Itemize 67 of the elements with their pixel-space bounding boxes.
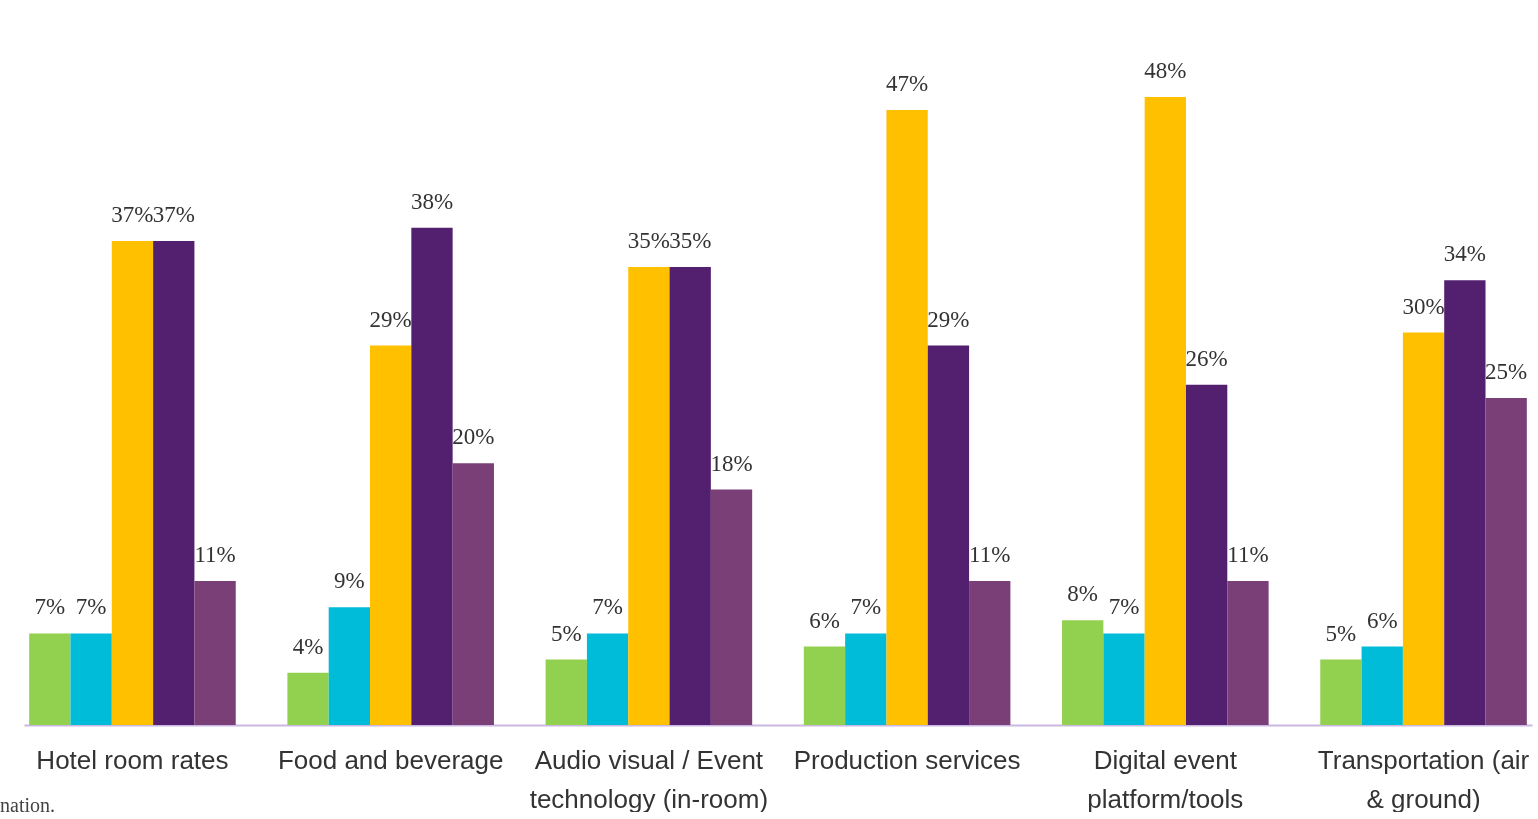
x-tick-label: Food and beverage: [277, 744, 504, 775]
bar: [1402, 332, 1445, 725]
bar: [1227, 581, 1269, 725]
bar: [153, 240, 195, 725]
bar: [111, 240, 154, 725]
bar: [803, 646, 846, 725]
data-label: 34%: [1443, 241, 1486, 267]
data-label: 35%: [669, 228, 712, 254]
data-label: 38%: [410, 188, 454, 214]
bar: [370, 345, 412, 725]
data-label: 7%: [592, 594, 623, 620]
data-label: 11%: [969, 542, 1011, 568]
data-label: 6%: [809, 607, 840, 633]
bar: [411, 227, 453, 725]
x-tick-label: Hotel room rates: [36, 744, 229, 775]
data-label: 30%: [1402, 293, 1445, 319]
data-label: 6%: [1366, 607, 1398, 633]
x-tick-label: Digital event platform/tools: [1087, 744, 1244, 814]
data-label: 7%: [34, 594, 66, 620]
x-tick-label: Production services: [793, 744, 1021, 775]
data-label: 35%: [627, 228, 670, 254]
data-label: 8%: [1067, 581, 1099, 607]
bar: [710, 489, 753, 725]
bar: [969, 581, 1011, 725]
bar: [328, 607, 371, 725]
data-label: 9%: [334, 568, 365, 594]
bar: [1444, 280, 1486, 725]
bar: [669, 267, 711, 725]
data-label: 29%: [927, 306, 970, 332]
bar: [586, 633, 629, 725]
x-tick-label: Transportation (air & ground): [1317, 744, 1530, 814]
data-label: 26%: [1185, 345, 1228, 371]
data-label: 37%: [111, 201, 154, 227]
bar: [452, 463, 494, 725]
bar: [29, 633, 71, 725]
data-label: 7%: [1108, 594, 1140, 620]
x-tick-label: Audio visual / Event technology (in-room): [529, 744, 769, 814]
data-label: 29%: [369, 306, 412, 332]
bar: [545, 659, 587, 725]
bar: [70, 633, 112, 725]
bar: [1361, 646, 1403, 725]
bar: [1485, 397, 1527, 725]
data-label: 11%: [1227, 542, 1269, 568]
bar: [287, 672, 329, 725]
data-label: 25%: [1485, 358, 1528, 384]
bar: [886, 110, 928, 725]
data-label: 5%: [550, 620, 582, 646]
data-label: 18%: [710, 450, 753, 476]
data-label: 37%: [152, 201, 195, 227]
bar: [927, 345, 970, 725]
bar: [1320, 659, 1362, 725]
data-label: 5%: [1325, 620, 1357, 646]
data-label: 11%: [194, 542, 236, 568]
data-label: 48%: [1144, 58, 1187, 83]
bar: [194, 581, 236, 725]
data-label: 47%: [886, 71, 929, 97]
data-label: 20%: [452, 424, 495, 450]
bar: [628, 267, 670, 725]
bar: [1144, 97, 1186, 725]
data-label: 4%: [292, 633, 324, 659]
bar: [845, 633, 887, 725]
bar: [1103, 633, 1145, 725]
text: nation.: [0, 794, 55, 817]
bar: [1185, 384, 1228, 725]
bar: [1062, 620, 1104, 725]
data-label: 7%: [850, 594, 882, 620]
data-label: 7%: [75, 594, 107, 620]
